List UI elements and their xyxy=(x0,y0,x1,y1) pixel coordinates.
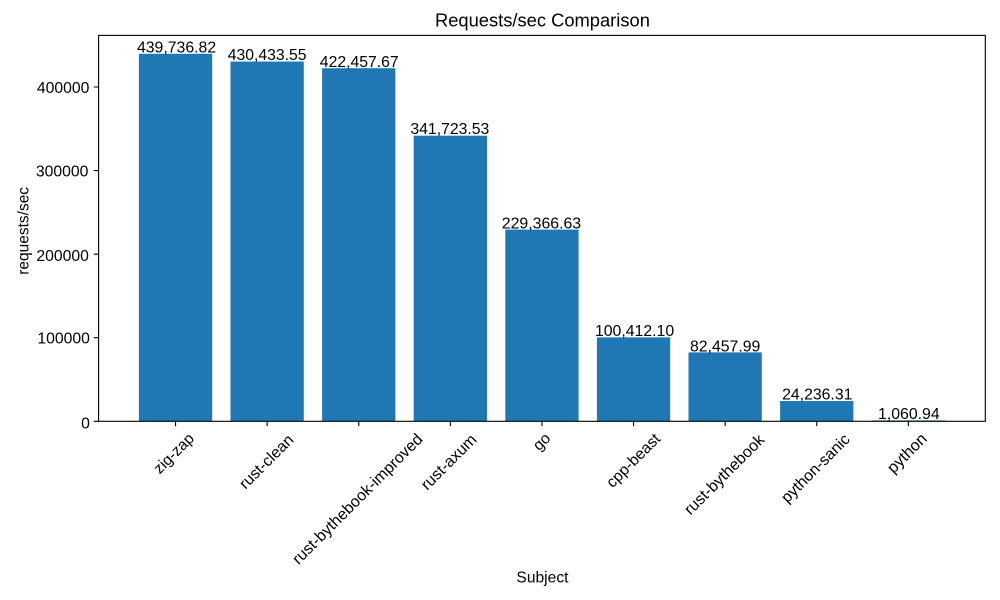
svg-text:100000: 100000 xyxy=(37,331,90,348)
svg-text:229,366.63: 229,366.63 xyxy=(502,216,581,233)
svg-text:Subject: Subject xyxy=(516,570,569,587)
svg-text:200000: 200000 xyxy=(36,248,89,265)
svg-text:422,457.67: 422,457.67 xyxy=(320,54,399,71)
svg-text:400000: 400000 xyxy=(37,80,90,97)
svg-text:439,736.82: 439,736.82 xyxy=(137,39,216,56)
svg-text:24,236.31: 24,236.31 xyxy=(782,387,852,404)
svg-text:82,457.99: 82,457.99 xyxy=(690,338,761,355)
svg-text:Requests/sec Comparison: Requests/sec Comparison xyxy=(435,10,650,31)
svg-text:0: 0 xyxy=(81,415,90,432)
svg-text:430,433.55: 430,433.55 xyxy=(228,47,307,64)
svg-text:1,060.94: 1,060.94 xyxy=(878,406,940,423)
svg-text:100,412.10: 100,412.10 xyxy=(595,323,674,340)
svg-text:requests/sec: requests/sec xyxy=(16,187,33,275)
svg-text:341,723.53: 341,723.53 xyxy=(410,121,489,138)
svg-text:300000: 300000 xyxy=(36,164,89,181)
